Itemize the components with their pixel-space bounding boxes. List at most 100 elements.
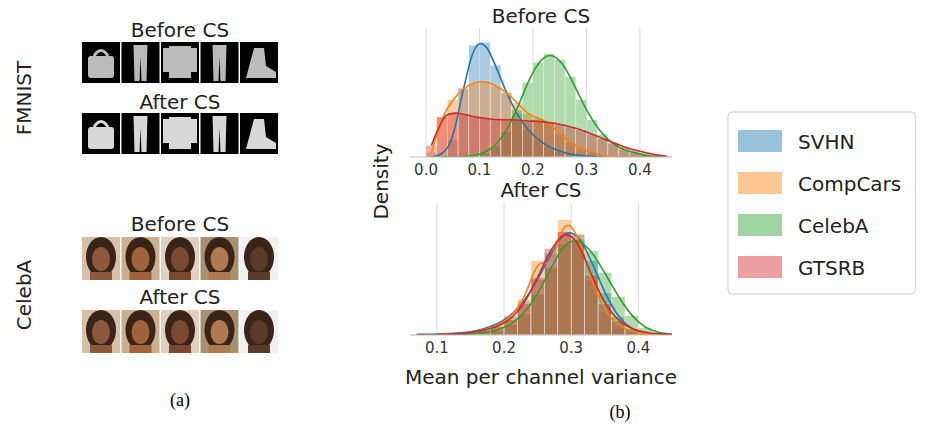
thumbnail (161, 237, 199, 280)
image-bg (82, 310, 120, 353)
image-bg (122, 310, 160, 353)
image-shoulders (169, 272, 191, 280)
image-shape (246, 48, 276, 78)
hist-bar (490, 120, 501, 157)
image-hair (126, 310, 156, 350)
thumbnail (201, 237, 239, 280)
tick-label: 0.3 (559, 339, 583, 357)
image-hair (86, 310, 116, 350)
row-title: After CS (139, 90, 220, 114)
legend-swatch (738, 130, 782, 152)
hist-bar (544, 54, 555, 157)
image-bg (240, 42, 278, 83)
image-face (250, 320, 268, 344)
image-hair (165, 237, 195, 277)
image-bg (122, 237, 160, 280)
hist-bar (469, 82, 480, 157)
hist-bar (490, 85, 501, 157)
image-shape (191, 48, 197, 72)
thumbnail (161, 42, 199, 83)
panel-label: (a) (170, 390, 190, 411)
legend-label: CompCars (798, 172, 901, 196)
thumbnail (82, 237, 120, 280)
image-hair (126, 237, 156, 277)
image-shoulders (130, 272, 152, 280)
tick-label: 0.2 (492, 339, 516, 357)
hist-bar (576, 130, 587, 157)
image-shape (169, 117, 191, 149)
hist-bar (522, 121, 533, 157)
image-hair (244, 237, 274, 277)
thumbnail (122, 42, 160, 83)
image-bg (201, 310, 239, 353)
x-axis (410, 157, 672, 158)
grid-line (426, 28, 427, 157)
image-bg (161, 237, 199, 280)
image-bg (82, 113, 120, 154)
image-shape (163, 48, 169, 72)
image-shape (88, 56, 114, 78)
image-hair (86, 237, 116, 277)
hist-bar (458, 88, 469, 157)
density-line (431, 56, 666, 157)
image-bg (122, 113, 160, 154)
hist-bar (554, 60, 565, 157)
image-bg (161, 310, 199, 353)
legend-label: SVHN (798, 130, 854, 154)
grid-line (639, 28, 640, 157)
density-line (431, 113, 666, 156)
x-axis-title: Mean per channel variance (405, 365, 677, 389)
image-bg (161, 42, 199, 83)
image-bg (240, 237, 278, 280)
image-bg (82, 42, 120, 83)
tick-label: 0.4 (626, 339, 650, 357)
hist-bar (469, 117, 480, 157)
image-bg (240, 113, 278, 154)
hist-bar (480, 118, 491, 157)
tick-label: 0.1 (468, 161, 492, 179)
row-title: After CS (139, 285, 220, 309)
thumbnail (201, 42, 239, 83)
legend-swatch (738, 172, 782, 194)
image-shoulders (209, 272, 231, 280)
image-shape (169, 46, 191, 78)
density-line (431, 44, 666, 157)
image-shape (134, 116, 148, 152)
grid-line (504, 203, 505, 335)
image-shoulders (169, 345, 191, 353)
density-line (417, 241, 672, 335)
legend-label: GTSRB (798, 256, 865, 280)
y-axis-title: Density (369, 143, 393, 219)
tick-label: 0.0 (414, 161, 438, 179)
thumbnail (122, 113, 160, 154)
legend-swatch (738, 256, 782, 278)
image-face (132, 247, 150, 271)
image-face (211, 320, 229, 344)
thumbnail (122, 237, 160, 280)
image-shape (191, 119, 197, 143)
thumbnail (122, 310, 160, 353)
legend: SVHN CompCars CelebA GTSRB (728, 112, 915, 294)
thumbnail (82, 310, 120, 353)
image-bg (122, 42, 160, 83)
image-bg (201, 42, 239, 83)
tick-label: 0.4 (628, 161, 652, 179)
thumbnail (161, 310, 199, 353)
legend-swatch (738, 214, 782, 236)
thumbnail (161, 113, 199, 154)
density-line (417, 225, 672, 335)
legend-label: CelebA (798, 214, 869, 238)
image-bg (201, 237, 239, 280)
image-shape (246, 119, 276, 149)
thumbnail (201, 310, 239, 353)
hist-bar (437, 117, 448, 157)
tick-label: 0.2 (521, 161, 545, 179)
density-line (431, 82, 666, 157)
thumbnail (240, 42, 278, 83)
hist-bar (458, 88, 469, 157)
series (426, 81, 608, 157)
image-shoulders (209, 345, 231, 353)
hist-bar (437, 117, 448, 157)
row-title: Before CS (131, 212, 229, 236)
hist-bar (533, 118, 544, 157)
